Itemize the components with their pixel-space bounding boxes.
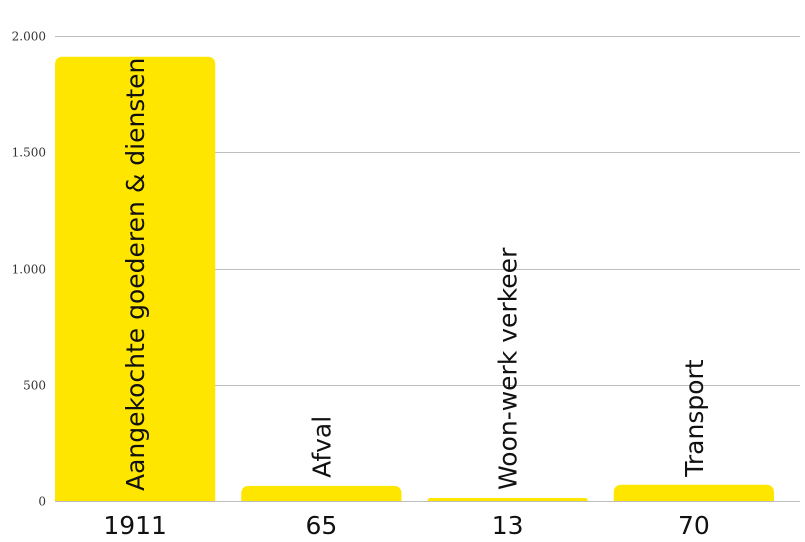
bar: [241, 485, 402, 501]
y-axis-tick-labels: 0 500 1.000 1.500 2.000: [12, 30, 46, 509]
x-axis-value-labels: 1911 65 13 70: [103, 511, 709, 540]
bar: [427, 497, 588, 501]
bar-category-label: Woon-werk verkeer: [494, 247, 523, 490]
x-value-label: 13: [492, 511, 524, 540]
bar-category-labels: Aangekochte goederen & diensten Afval Woon…: [121, 58, 709, 491]
y-tick-label: 2.000: [12, 30, 46, 44]
y-tick-label: 500: [23, 379, 46, 393]
x-value-label: 70: [678, 511, 710, 540]
bar: [55, 56, 216, 501]
bar-category-label: Transport: [680, 359, 709, 478]
y-tick-label: 1.500: [12, 146, 46, 160]
x-value-label: 65: [305, 511, 337, 540]
x-value-label: 1911: [103, 511, 167, 540]
bar-category-label: Aangekochte goederen & diensten: [121, 58, 150, 491]
y-tick-label: 1.000: [12, 263, 46, 277]
bars: [55, 56, 774, 501]
bar-category-label: Afval: [307, 416, 336, 478]
y-tick-label: 0: [38, 495, 46, 509]
bar: [613, 484, 774, 501]
